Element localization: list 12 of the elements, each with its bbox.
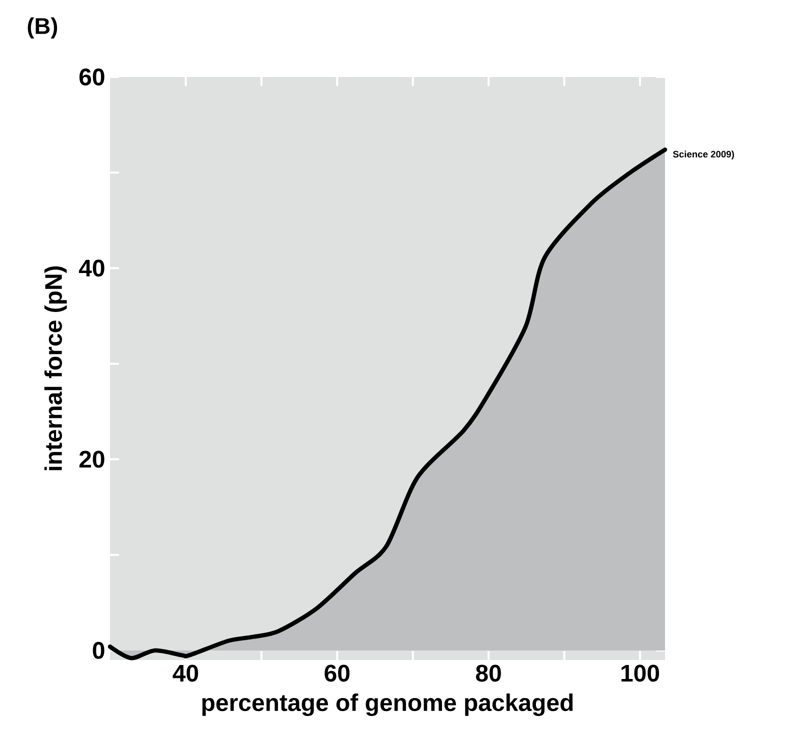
x-tick-label: 40 (172, 664, 198, 682)
x-tick-label: 60 (324, 664, 350, 682)
y-axis-title: internal force (pN) (44, 266, 67, 470)
y-tick-label: 20 (79, 450, 104, 468)
y-tick-label: 0 (92, 642, 104, 659)
x-tick-label: 80 (476, 664, 501, 682)
text: Science 2009) (672, 150, 734, 160)
x-tick-label: 100 (622, 664, 660, 682)
y-tick-label: 60 (79, 68, 104, 86)
y-tick-label: 40 (78, 260, 104, 277)
x-axis-title: percentage of genome packaged (202, 694, 573, 716)
chart-title: (B) (28, 17, 58, 39)
